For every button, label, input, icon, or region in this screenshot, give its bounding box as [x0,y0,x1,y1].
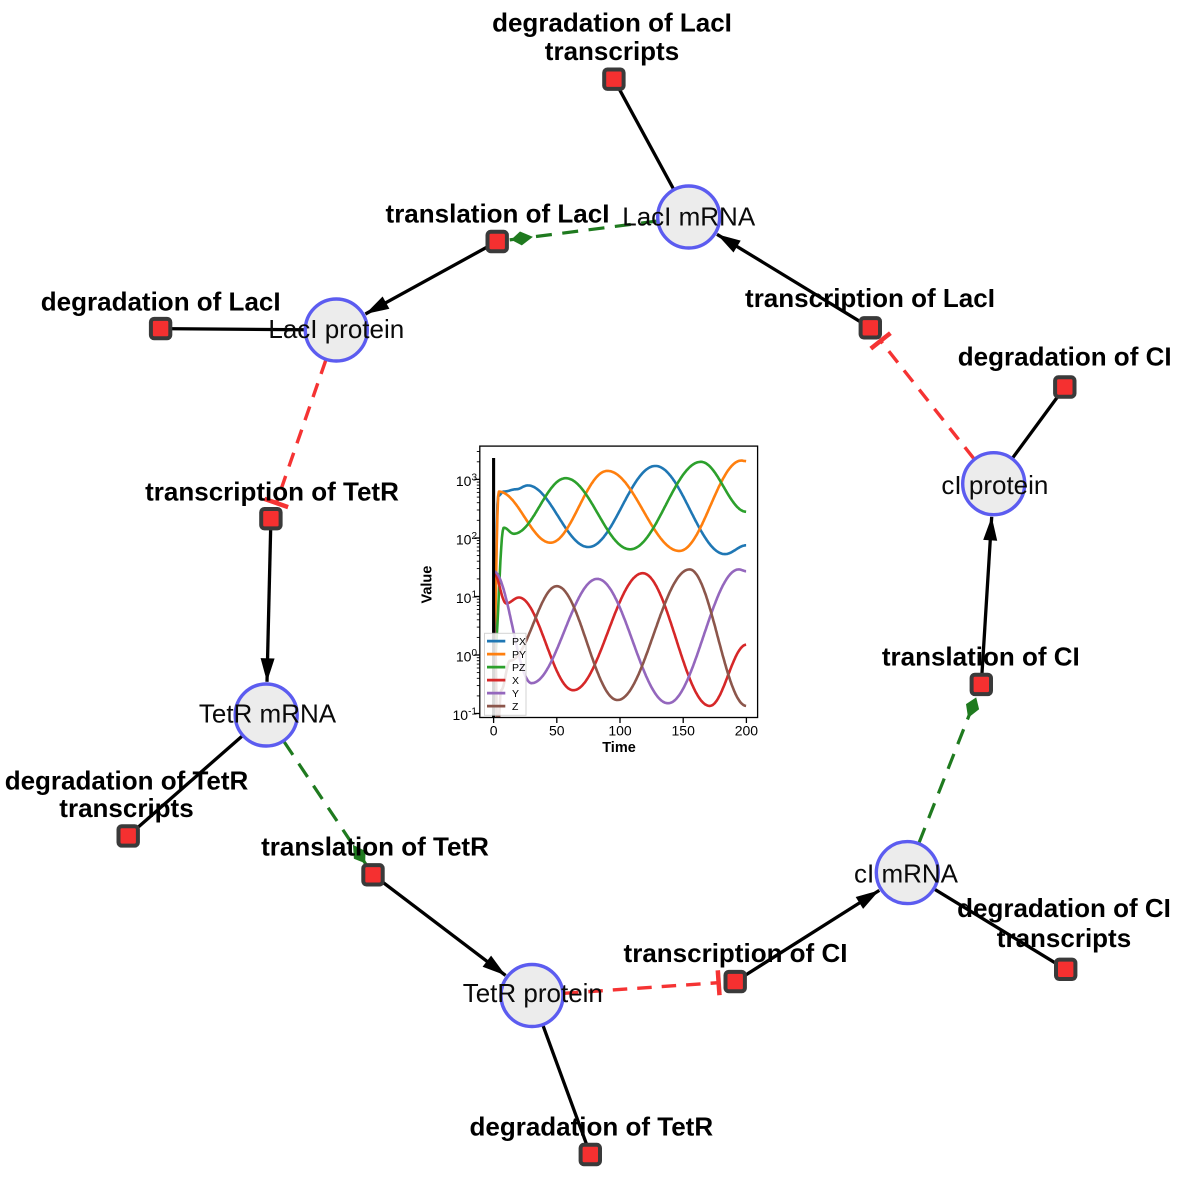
svg-text:200: 200 [735,723,759,739]
svg-text:translation of LacI: translation of LacI [386,198,610,228]
svg-text:transcription of TetR: transcription of TetR [145,477,399,507]
svg-text:Time: Time [602,740,636,756]
svg-text:0: 0 [490,723,498,739]
svg-text:50: 50 [549,723,565,739]
svg-text:degradation of CI: degradation of CI [958,342,1172,372]
svg-text:103: 103 [456,472,478,489]
svg-text:degradation of LacI: degradation of LacI [41,287,281,317]
svg-text:Value: Value [420,566,436,604]
svg-text:cI mRNA: cI mRNA [854,859,959,889]
svg-text:transcription of CI: transcription of CI [624,938,848,968]
svg-text:degradation of CI: degradation of CI [957,893,1171,923]
svg-text:PZ: PZ [512,662,526,674]
svg-text:TetR protein: TetR protein [463,978,603,1008]
svg-text:100: 100 [456,648,478,665]
svg-text:LacI protein: LacI protein [268,314,404,344]
svg-text:transcription of LacI: transcription of LacI [745,283,995,313]
svg-text:LacI mRNA: LacI mRNA [622,201,756,231]
svg-text:TetR mRNA: TetR mRNA [199,699,337,729]
svg-text:degradation of TetR: degradation of TetR [469,1112,713,1142]
svg-text:102: 102 [456,531,478,548]
svg-text:PY: PY [512,649,526,661]
svg-text:101: 101 [456,590,478,607]
svg-text:transcripts: transcripts [59,793,193,823]
svg-text:transcripts: transcripts [997,923,1131,953]
svg-text:cI protein: cI protein [941,470,1048,500]
svg-text:10-1: 10-1 [453,707,478,724]
svg-text:Y: Y [512,688,519,700]
svg-text:translation of TetR: translation of TetR [261,831,489,861]
svg-text:X: X [512,675,519,687]
svg-text:degradation of LacI: degradation of LacI [492,8,732,38]
svg-text:transcripts: transcripts [545,36,679,66]
svg-text:degradation of TetR: degradation of TetR [5,765,249,795]
svg-text:100: 100 [608,723,632,739]
svg-text:PX: PX [512,636,526,648]
svg-text:150: 150 [672,723,696,739]
svg-text:Z: Z [512,701,519,713]
svg-text:translation of CI: translation of CI [882,641,1080,671]
